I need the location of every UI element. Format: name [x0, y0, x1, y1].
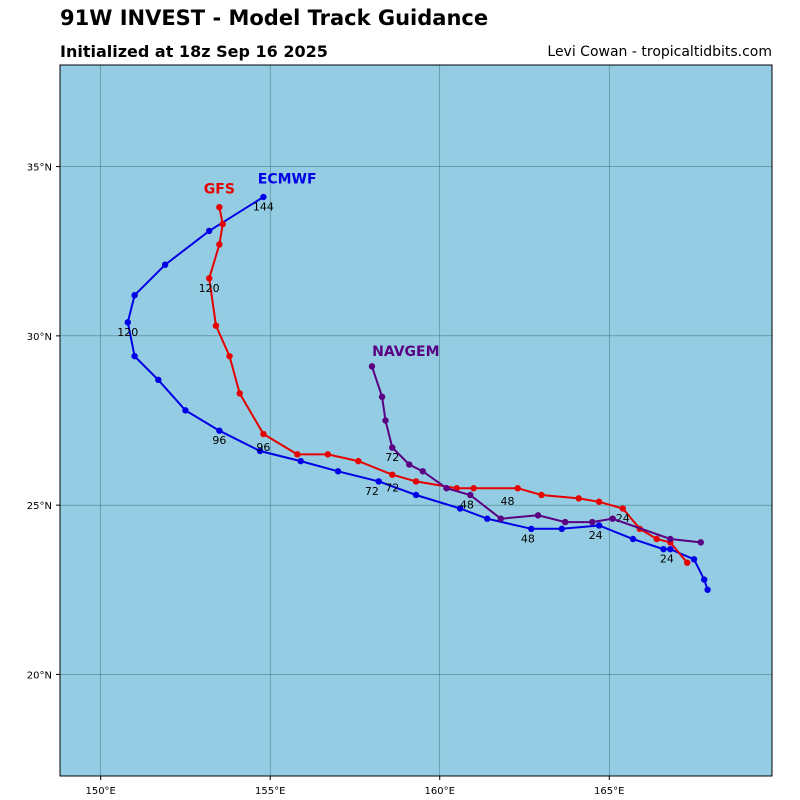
gfs-hour-label: 96 — [256, 441, 270, 454]
tick-label-lat: 25°N — [27, 501, 52, 512]
navgem-track-point — [667, 535, 674, 543]
navgem-track-point — [589, 518, 596, 526]
ecmwf-hour-label: 72 — [365, 485, 379, 498]
gfs-track-point — [619, 505, 627, 512]
navgem-track-point — [497, 515, 504, 522]
navgem-track-point — [406, 461, 413, 468]
navgem-track-point — [443, 485, 450, 492]
ecmwf-track-point — [375, 478, 382, 485]
gfs-track-point — [212, 322, 220, 329]
map-frame — [59, 64, 773, 777]
model-tracks: 24487296120144ECMWF24487296120GFS244872N… — [117, 172, 711, 593]
gfs-track-point — [575, 495, 582, 502]
navgem-track-point — [467, 491, 474, 499]
ecmwf-track-point — [131, 352, 138, 360]
ecmwf-track-point — [484, 515, 491, 522]
ecmwf-track-point — [667, 545, 674, 553]
gfs-track-point — [216, 204, 223, 211]
navgem-track-point — [378, 393, 386, 400]
ecmwf-track-point — [260, 193, 267, 201]
navgem-hour-label: 48 — [460, 499, 474, 512]
ecmwf-track-point — [690, 556, 698, 563]
ecmwf-track-point — [528, 525, 535, 533]
tick-label-lon: 150°E — [85, 786, 115, 797]
ecmwf-model-label: ECMWF — [258, 172, 317, 188]
ecmwf-track-point — [131, 292, 138, 299]
ecmwf-track-point — [205, 227, 213, 235]
tick-label-lon: 165°E — [594, 786, 624, 797]
ocean-background — [60, 65, 772, 776]
ecmwf-track-point — [155, 376, 162, 384]
ecmwf-track-point — [595, 522, 603, 529]
gfs-track-point — [226, 352, 233, 360]
gfs-track-point — [219, 220, 226, 228]
navgem-track-point — [389, 444, 396, 451]
gfs-track-point — [260, 430, 267, 438]
navgem-track-point — [697, 539, 704, 546]
navgem-track: 24 48 72 NAVGEM — [368, 344, 704, 546]
ecmwf-track-point — [700, 576, 708, 583]
gfs-track-point — [294, 451, 301, 458]
navgem-hour-label: 24 — [589, 529, 603, 542]
tick-label-lat: 30°N — [27, 332, 52, 343]
ecmwf-track-point — [629, 535, 637, 543]
ecmwf-track-point — [216, 427, 223, 434]
navgem-track-point — [419, 468, 426, 475]
grid-lines — [60, 65, 772, 776]
ecmwf-track-point — [704, 586, 711, 593]
chart-title: 91W INVEST - Model Track Guidance — [60, 6, 489, 30]
gfs-track-point — [389, 471, 396, 478]
ecmwf-hour-label: 120 — [117, 326, 138, 339]
gfs-track-point — [205, 275, 213, 282]
ecmwf-hour-label: 96 — [212, 434, 226, 447]
gfs-hour-label: 120 — [199, 282, 220, 295]
gfs-track-point — [236, 390, 243, 397]
ecmwf-track-point — [558, 525, 565, 533]
ecmwf-track-point — [297, 457, 304, 465]
ecmwf-track-point — [660, 545, 667, 553]
gfs-track-point — [324, 451, 332, 458]
navgem-hour-label: 72 — [385, 451, 399, 464]
credit-text: Levi Cowan - tropicaltidbits.com — [547, 44, 772, 60]
tick-label-lat: 35°N — [27, 163, 52, 174]
ecmwf-track-point — [182, 407, 189, 414]
gfs-track-point — [216, 241, 223, 248]
init-subtitle: Initialized at 18z Sep 16 2025 — [60, 42, 328, 61]
gfs-track: 24 48 72 96 120 GFS — [199, 182, 691, 566]
ecmwf-hour-label: 48 — [521, 532, 535, 545]
gfs-track-point — [653, 535, 660, 543]
ecmwf-hour-label: 144 — [253, 201, 274, 214]
navgem-track-point — [382, 417, 389, 424]
gfs-track-point — [470, 485, 477, 492]
gfs-track-point — [412, 478, 420, 485]
gfs-hour-label: 72 — [385, 482, 399, 495]
gfs-track-point — [684, 559, 691, 566]
navgem-track-point — [368, 363, 376, 370]
ecmwf-track-point — [124, 319, 132, 326]
gfs-track-point — [355, 457, 362, 465]
gfs-track-point — [538, 491, 545, 499]
gfs-track-line — [208, 207, 688, 564]
gfs-track-point — [514, 485, 521, 492]
ecmwf-hour-label: 24 — [660, 553, 674, 566]
ecmwf-track-point — [412, 491, 420, 499]
ecmwf-track-point — [334, 468, 342, 475]
navgem-track-point — [609, 515, 616, 522]
navgem-track-point — [534, 512, 542, 519]
ecmwf-track-point — [256, 447, 264, 455]
tick-label-lon: 155°E — [255, 786, 285, 797]
navgem-model-label: NAVGEM — [372, 344, 439, 360]
ecmwf-track-point — [456, 505, 464, 512]
gfs-track-point — [595, 498, 603, 505]
tick-label-lon: 160°E — [425, 786, 455, 797]
navgem-track-point — [561, 518, 569, 526]
ecmwf-track: 24 48 72 96 120 144 ECMWF — [117, 172, 711, 593]
axis-ticks: 150°E 155°E 160°E 165°E 20°N 25°N 30°N 35°N — [27, 163, 625, 797]
ecmwf-track-point — [161, 261, 169, 268]
tick-label-lat: 20°N — [27, 670, 52, 681]
gfs-hour-label: 48 — [501, 495, 515, 508]
gfs-model-label: GFS — [204, 182, 235, 198]
